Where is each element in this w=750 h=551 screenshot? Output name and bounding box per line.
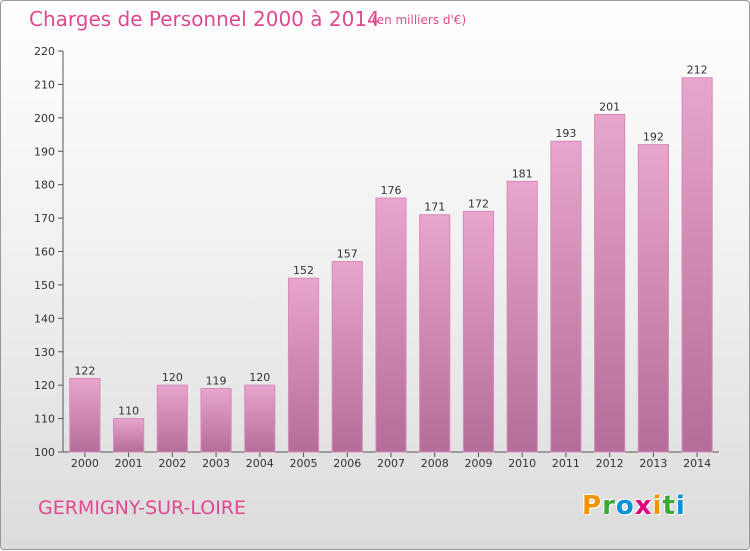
y-tick-label: 150 [34, 279, 55, 292]
data-label: 122 [74, 364, 95, 377]
y-tick-label: 130 [34, 346, 55, 359]
data-label: 176 [381, 184, 402, 197]
bar-2009 [462, 210, 495, 453]
x-tick-label: 2014 [683, 457, 711, 470]
data-label: 201 [599, 100, 620, 113]
y-tick-label: 220 [34, 45, 55, 58]
data-label: 192 [643, 131, 664, 144]
data-label: 110 [118, 405, 139, 418]
bar-2000 [69, 377, 101, 453]
x-tick-label: 2009 [464, 457, 492, 470]
y-tick-label: 140 [34, 312, 55, 325]
x-tick-label: 2003 [202, 457, 230, 470]
logo-letter: x [634, 491, 653, 521]
x-tick-label: 2010 [508, 457, 536, 470]
bar-2002 [156, 384, 188, 453]
data-label: 120 [162, 371, 183, 384]
x-tick-label: 2008 [421, 457, 449, 470]
y-tick-label: 110 [34, 413, 55, 426]
bar-2007 [375, 197, 407, 453]
bar-2012 [594, 113, 626, 453]
y-tick-label: 190 [34, 145, 55, 158]
y-tick-label: 100 [34, 446, 55, 459]
x-tick-label: 2012 [596, 457, 624, 470]
x-tick-label: 2007 [377, 457, 405, 470]
data-label: 119 [206, 375, 227, 388]
data-label: 212 [687, 64, 708, 77]
logo-letter: i [652, 491, 663, 521]
bar-2010 [506, 180, 538, 453]
x-tick-label: 2002 [158, 457, 186, 470]
y-tick-label: 160 [34, 246, 55, 259]
x-tick-label: 2000 [71, 457, 99, 470]
axes: 100 110 120 130 140 150 160 170 180 190 200 210 220 2… [34, 45, 719, 470]
commune-name: GERMIGNY-SUR-LOIRE [38, 497, 246, 519]
logo-letter: o [615, 491, 635, 521]
bar-2003 [200, 388, 232, 453]
x-tick-label: 2011 [552, 457, 580, 470]
data-labels-group: 122 110 120 119 120 152 157 176 171 172 181 193 201 1… [74, 64, 707, 418]
bars-group [69, 77, 713, 453]
chart-subtitle: (en milliers d'€) [372, 13, 467, 27]
x-tick-label: 2005 [290, 457, 318, 470]
x-tick-label: 2013 [639, 457, 667, 470]
data-label: 181 [512, 167, 533, 180]
logo-letter: P [582, 491, 603, 521]
bar-2011 [550, 140, 582, 453]
y-tick-label: 170 [34, 212, 55, 225]
bar-2006 [331, 261, 363, 453]
y-tick-label: 120 [34, 379, 55, 392]
bar-2005 [287, 277, 320, 453]
logo-letter: i [675, 491, 686, 521]
chart-title: Charges de Personnel 2000 à 2014 [29, 7, 380, 31]
data-label: 172 [468, 197, 489, 210]
x-tick-label: 2001 [115, 457, 143, 470]
bar-2014 [681, 77, 713, 453]
logo-letter: t [662, 491, 676, 521]
logo-letter: r [602, 491, 616, 521]
x-tick-label: 2006 [333, 457, 361, 470]
data-label: 120 [249, 371, 270, 384]
data-label: 152 [293, 264, 314, 277]
proxiti-logo[interactable]: Proxiti [582, 491, 686, 521]
bar-2008 [419, 214, 451, 453]
data-label: 171 [424, 201, 445, 214]
bar-2013 [637, 144, 669, 453]
y-tick-label: 180 [34, 179, 55, 192]
x-tick-label: 2004 [246, 457, 274, 470]
bar-2001 [113, 418, 145, 453]
data-label: 193 [555, 127, 576, 140]
y-tick-label: 200 [34, 112, 55, 125]
bar-2004 [244, 384, 276, 453]
y-tick-label: 210 [34, 78, 55, 91]
data-label: 157 [337, 248, 358, 261]
